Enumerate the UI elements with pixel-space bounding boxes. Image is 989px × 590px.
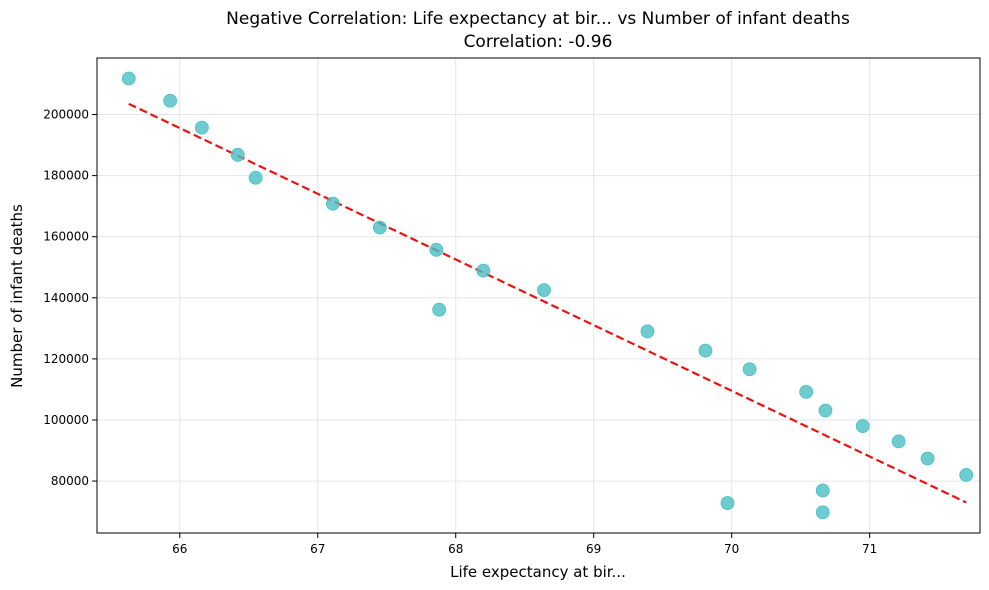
y-tick-label: 180000	[43, 169, 89, 183]
y-tick-label: 140000	[43, 291, 89, 305]
x-tick-label: 67	[310, 542, 325, 556]
grid	[97, 58, 980, 533]
y-tick-label: 100000	[43, 413, 89, 427]
data-point	[640, 324, 655, 339]
data-points	[121, 71, 974, 520]
x-axis-ticks: 66 67 68 69 70 71	[172, 533, 877, 556]
data-point	[742, 362, 757, 377]
data-point	[248, 170, 263, 185]
data-point	[163, 93, 178, 108]
y-axis-ticks: 80000 100000 120000 140000 160000 180000 20000…	[43, 108, 97, 488]
data-point	[230, 147, 245, 162]
chart-subtitle: Correlation: -0.96	[464, 32, 613, 52]
data-point	[429, 242, 444, 257]
x-tick-label: 71	[862, 542, 877, 556]
x-tick-label: 68	[448, 542, 463, 556]
data-point	[818, 403, 833, 418]
y-axis-label: Number of infant deaths	[8, 204, 26, 388]
y-tick-label: 200000	[43, 108, 89, 122]
data-point	[121, 71, 136, 86]
data-point	[720, 496, 735, 510]
trend-line	[128, 102, 967, 504]
y-tick-label: 160000	[43, 230, 89, 244]
y-tick-label: 80000	[51, 474, 89, 488]
data-point	[326, 196, 340, 211]
data-point	[959, 468, 974, 482]
data-point	[432, 302, 447, 317]
x-tick-label: 69	[586, 542, 601, 556]
data-point	[920, 451, 935, 466]
data-point	[476, 263, 491, 278]
data-point	[799, 384, 814, 399]
x-axis-label: Life expectancy at bir...	[450, 563, 626, 581]
x-tick-label: 66	[172, 542, 187, 556]
data-point	[855, 419, 870, 433]
data-point	[891, 434, 906, 449]
data-point	[194, 120, 209, 135]
plot-frame	[96, 57, 981, 534]
data-point	[537, 283, 551, 298]
data-point	[815, 483, 830, 498]
chart-title: Negative Correlation: Life expectancy at…	[226, 9, 850, 29]
trend-line-group	[128, 102, 967, 504]
data-point	[372, 220, 387, 235]
data-point	[698, 343, 713, 358]
data-point	[815, 505, 830, 520]
x-tick-label: 70	[724, 542, 739, 556]
y-tick-label: 120000	[43, 352, 89, 366]
